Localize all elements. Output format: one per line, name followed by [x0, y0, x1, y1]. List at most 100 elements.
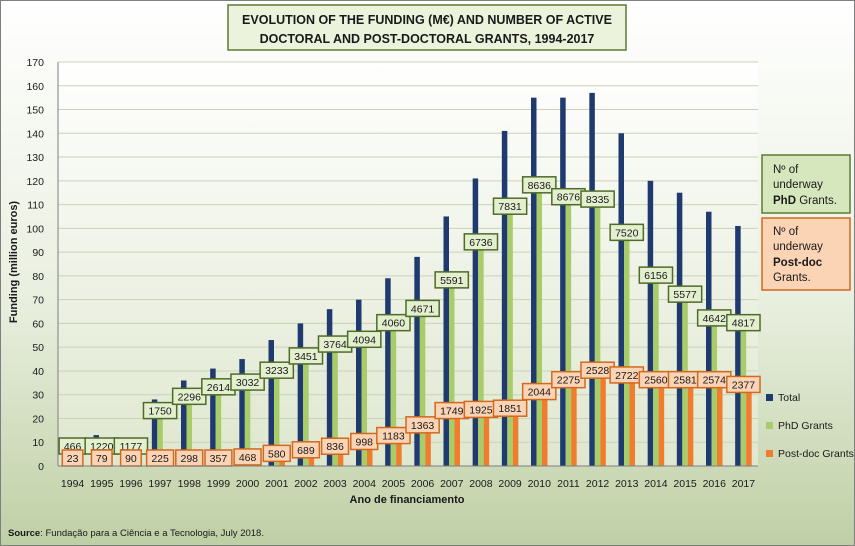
x-tick-label: 1994 [61, 478, 85, 490]
y-tick-label: 150 [26, 105, 44, 117]
bar-total-2012 [589, 92, 595, 467]
bar-total-2005 [385, 278, 391, 466]
bar-phd-grants-1999 [215, 382, 222, 466]
y-tick-label: 110 [27, 200, 44, 212]
y-tick-label: 120 [26, 176, 44, 188]
phd-grant-label-2010-box [521, 176, 557, 194]
phd-grant-label-2017: 4817 [732, 318, 756, 330]
postdoc-grant-label-2006: 1363 [411, 420, 435, 432]
phd-grant-label-2009-box [492, 197, 528, 215]
phd-grant-label-2008: 6736 [469, 237, 493, 249]
bar-total-2010 [531, 97, 537, 466]
postdoc-grant-label-2007: 1749 [440, 406, 464, 418]
bar-phd-grants-2014 [653, 271, 659, 466]
chart-title-line2: DOCTORAL AND POST-DOCTORAL GRANTS, 1994-… [260, 32, 595, 46]
y-tick-label: 100 [26, 223, 44, 235]
phd-grant-label-2000: 3032 [236, 377, 260, 389]
bar-post-doc-grants-2009 [512, 404, 519, 466]
phd-grant-label-2013: 7520 [615, 227, 639, 239]
source-label: Source [8, 528, 40, 539]
y-tick-label: 50 [32, 342, 44, 354]
title-box [227, 4, 627, 51]
phd-note-line1: Nº of [773, 164, 799, 176]
bar-total-2011 [560, 97, 566, 466]
legend-swatch-1 [766, 422, 773, 429]
bar-phd-grants-1998 [186, 392, 192, 466]
phd-grant-label-1998-box [171, 387, 207, 406]
postdoc-grant-label-2010-box [521, 382, 557, 401]
bar-post-doc-grants-2012 [600, 366, 606, 466]
phd-grant-label-2002: 3451 [294, 351, 318, 363]
phd-grant-label-2005-box [376, 313, 411, 332]
phd-grant-label-2016: 4642 [703, 313, 727, 325]
phd-grant-label-2006: 4671 [411, 303, 435, 315]
phd-grant-label-1998: 2296 [178, 391, 202, 403]
postdoc-grant-label-2012: 2528 [586, 365, 610, 377]
bar-total-2013 [618, 133, 624, 466]
bar-post-doc-grants-2017 [746, 380, 752, 466]
postdoc-grant-label-2005: 1183 [382, 431, 405, 443]
bar-total-2003 [326, 309, 333, 466]
bar-phd-grants-2002 [303, 351, 309, 466]
postdoc-grant-label-2000: 468 [239, 452, 257, 464]
x-tick-label: 1995 [90, 478, 114, 490]
phd-grant-label-2017-box [726, 313, 761, 332]
data-labels-layer: 4662312207911779017502252296298261435730… [58, 176, 761, 467]
x-tick-label: 2000 [236, 478, 260, 490]
postdoc-note-bold: Post-doc [773, 257, 823, 269]
postdoc-grant-label-2009: 1851 [498, 403, 522, 415]
x-tick-label: 2013 [615, 478, 639, 490]
x-tick-label: 2004 [353, 478, 377, 490]
postdoc-grant-label-2006-box [405, 416, 440, 434]
bar-total-2015 [676, 192, 683, 467]
bar-total-2000 [239, 359, 245, 466]
postdoc-grant-label-2014: 2560 [644, 375, 668, 387]
postdoc-grant-label-2011-box [551, 370, 586, 389]
axis-layer: 0 10 20 30 40 50 60 70 80 90 100 110 120 130 140 150 160… [26, 57, 758, 490]
phd-grant-label-1997: 1750 [148, 406, 172, 418]
postdoc-grant-label-1994: 23 [67, 453, 79, 465]
postdoc-grant-label-1996: 90 [125, 453, 137, 465]
x-tick-label: 2014 [644, 478, 668, 490]
bar-total-1999 [210, 368, 216, 466]
postdoc-note-line2: underway [773, 241, 823, 253]
phd-grant-label-2003: 3764 [323, 339, 347, 351]
bar-total-2008 [472, 178, 479, 466]
postdoc-grant-label-2002: 689 [297, 445, 315, 457]
phd-grants-note: Nº of underway PhD Grants. [761, 154, 851, 214]
bar-phd-grants-2012 [594, 195, 601, 467]
legend: Total PhD Grants Post-doc Grants [766, 392, 854, 460]
y-tick-label: 30 [32, 390, 44, 402]
phd-grant-label-2014-box [638, 266, 674, 284]
x-tick-label: 2008 [469, 478, 493, 490]
x-tick-label: 1997 [148, 478, 172, 490]
postdoc-note-line1: Nº of [773, 226, 799, 238]
bar-post-doc-grants-2016 [717, 375, 723, 466]
bar-phd-grants-2010 [536, 180, 542, 466]
y-tick-label: 140 [26, 128, 44, 140]
bar-post-doc-grants-2013 [629, 370, 635, 466]
phd-grant-label-2010: 8636 [528, 180, 552, 192]
phd-grant-label-2005: 4060 [382, 318, 406, 330]
bar-total-2001 [268, 340, 274, 466]
bar-phd-grants-2006 [419, 304, 426, 466]
phd-grant-label-2013-box [609, 223, 645, 242]
bar-total-2004 [356, 299, 362, 466]
bar-post-doc-grants-2004 [367, 437, 373, 466]
x-tick-label: 2010 [528, 478, 552, 490]
phd-note-rest: Grants. [796, 195, 837, 207]
bar-total-2016 [706, 211, 712, 466]
chart-title-line1: EVOLUTION OF THE FUNDING (M€) AND NUMBER… [242, 13, 612, 27]
bar-post-doc-grants-2011 [571, 375, 577, 466]
y-tick-label: 170 [26, 57, 44, 69]
phd-grant-label-2012-box [580, 190, 615, 208]
postdoc-grant-label-2001-box [262, 444, 291, 463]
phd-grant-label-2007-box [434, 271, 470, 289]
postdoc-grant-label-2002-box [291, 441, 321, 459]
bar-total-2009 [501, 130, 508, 466]
postdoc-grant-label-2016: 2574 [703, 375, 727, 387]
phd-grant-label-2007: 5591 [440, 275, 464, 287]
x-tick-label: 2011 [557, 478, 580, 490]
bar-phd-grants-2003 [332, 340, 338, 466]
bar-total-2017 [735, 225, 741, 466]
